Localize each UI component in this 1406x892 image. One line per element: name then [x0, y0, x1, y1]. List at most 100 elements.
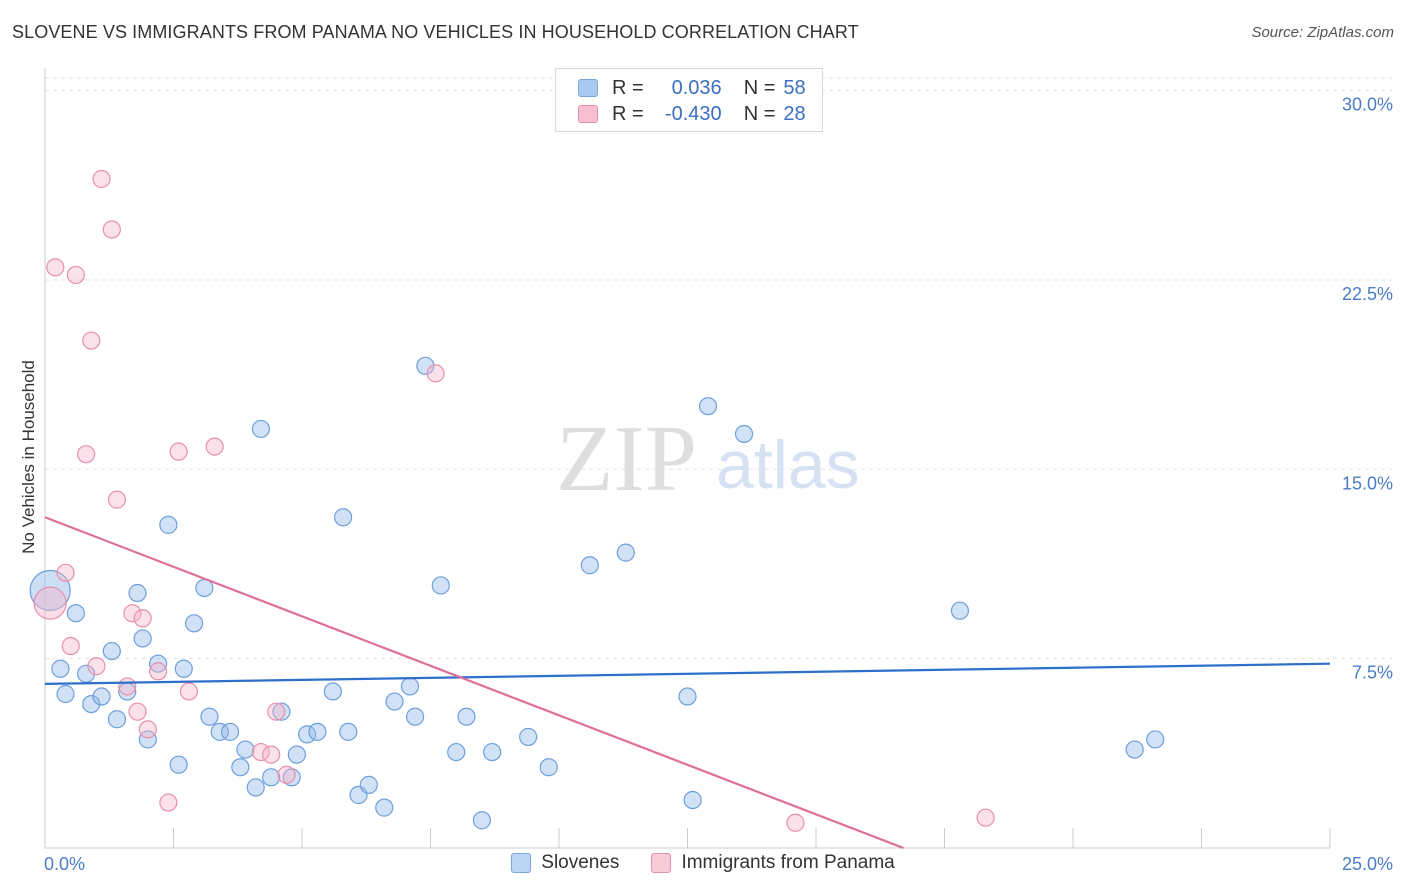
- data-point-panama: [82, 331, 101, 350]
- data-point-panama: [102, 220, 121, 239]
- data-point-panama: [66, 265, 85, 285]
- data-point-slovenes: [1146, 730, 1165, 749]
- legend-label-slovenes: Slovenes: [541, 852, 620, 873]
- x-tick-label: 25.0%: [1342, 854, 1393, 874]
- y-tick-label: 22.5%: [1342, 284, 1393, 304]
- data-point-slovenes: [416, 356, 435, 375]
- data-point-slovenes: [220, 722, 240, 741]
- data-point-panama: [123, 604, 142, 623]
- data-point-panama: [262, 745, 281, 764]
- grid-lines: [45, 77, 1392, 660]
- legend-n-value: 58: [783, 76, 806, 99]
- data-point-slovenes: [405, 707, 425, 726]
- data-point-slovenes: [950, 601, 970, 620]
- data-point-slovenes: [246, 778, 265, 797]
- data-point-slovenes: [174, 659, 193, 678]
- data-point-slovenes: [148, 654, 168, 673]
- data-point-panama: [159, 793, 178, 812]
- legend-r-label: R =: [612, 76, 644, 99]
- data-point-slovenes: [128, 583, 147, 603]
- legend-row-slovenes: R = 0.036 N = 58: [578, 76, 806, 100]
- trend-lines: [44, 516, 1331, 850]
- data-point-panama: [87, 657, 106, 676]
- data-point-slovenes: [431, 576, 450, 595]
- data-point-slovenes: [102, 641, 121, 661]
- data-point-panama: [77, 445, 96, 464]
- data-point-slovenes: [287, 745, 306, 764]
- data-point-slovenes: [616, 543, 635, 562]
- data-point-slovenes: [210, 722, 229, 741]
- data-point-slovenes: [519, 727, 538, 747]
- legend-swatch-panama: [651, 853, 672, 873]
- data-point-panama: [426, 364, 445, 383]
- watermark: ZIP atlas: [556, 407, 860, 511]
- data-point-slovenes: [200, 707, 219, 726]
- data-point-panama: [277, 765, 296, 784]
- legend-n-label: N =: [743, 76, 776, 99]
- series-legend: Slovenes Immigrants from Panama: [0, 852, 1406, 874]
- watermark-zip: ZIP: [556, 407, 697, 511]
- data-point-slovenes: [457, 707, 476, 726]
- data-point-slovenes: [107, 710, 127, 729]
- data-point-slovenes: [539, 758, 558, 777]
- data-point-panama: [118, 677, 137, 696]
- data-point-slovenes: [400, 677, 420, 696]
- data-point-panama: [128, 702, 147, 721]
- x-tick-labels: 0.0% 25.0%: [44, 854, 1393, 874]
- y-tick-label: 15.0%: [1342, 473, 1393, 493]
- y-tick-label: 30.0%: [1342, 95, 1393, 115]
- data-point-slovenes: [339, 722, 358, 741]
- x-tick-label: 0.0%: [44, 854, 85, 874]
- data-point-panama: [169, 442, 188, 461]
- data-point-panama: [92, 169, 111, 189]
- data-point-slovenes: [262, 768, 281, 787]
- data-point-slovenes: [334, 508, 353, 527]
- data-point-panama: [976, 808, 995, 827]
- data-point-slovenes: [580, 556, 599, 575]
- y-tick-label: 7.5%: [1352, 663, 1393, 683]
- legend-swatch-panama: [578, 105, 598, 123]
- data-point-slovenes: [231, 758, 250, 777]
- legend-row-panama: R = -0.430 N = 28: [578, 102, 806, 126]
- legend-item-slovenes[interactable]: Slovenes: [511, 852, 619, 874]
- data-point-slovenes: [92, 687, 111, 706]
- y-tick-labels: 7.5% 15.0% 22.5% 30.0%: [1342, 95, 1393, 683]
- data-points: [29, 169, 1165, 832]
- data-point-panama: [179, 682, 199, 701]
- chart-title: SLOVENE VS IMMIGRANTS FROM PANAMA NO VEH…: [12, 22, 859, 42]
- legend-n-value: 28: [783, 102, 806, 125]
- data-point-slovenes: [483, 742, 502, 762]
- data-point-panama: [205, 437, 224, 456]
- data-point-slovenes: [472, 811, 491, 830]
- watermark-atlas: atlas: [716, 427, 860, 503]
- data-point-slovenes: [375, 798, 394, 817]
- data-point-slovenes: [51, 659, 70, 678]
- legend-n-label: N =: [743, 102, 776, 125]
- data-point-slovenes: [169, 755, 188, 774]
- legend-r-value: 0.036: [671, 76, 722, 99]
- data-point-panama: [786, 813, 805, 832]
- data-point-slovenes: [359, 775, 378, 794]
- legend-swatch-slovenes: [578, 79, 598, 97]
- data-point-slovenes: [698, 397, 718, 416]
- data-point-slovenes: [159, 515, 178, 534]
- data-point-panama: [148, 662, 168, 681]
- data-point-slovenes: [272, 702, 291, 721]
- data-point-panama: [267, 702, 286, 721]
- data-point-panama: [56, 563, 75, 582]
- stats-legend: R = 0.036 N = 58 R = -0.430 N = 28: [555, 68, 823, 132]
- legend-label-panama: Immigrants from Panama: [681, 852, 895, 873]
- data-point-panama: [138, 720, 157, 739]
- data-point-panama: [133, 609, 152, 628]
- axes: [44, 68, 1331, 849]
- data-point-slovenes: [385, 692, 404, 711]
- data-point-slovenes: [683, 790, 702, 810]
- y-axis-label: No Vehicles in Household: [19, 360, 38, 554]
- data-point-slovenes: [236, 740, 255, 759]
- legend-r-label: R =: [612, 102, 644, 125]
- data-point-slovenes: [29, 569, 71, 612]
- legend-item-panama[interactable]: Immigrants from Panama: [651, 852, 895, 874]
- data-point-slovenes: [138, 730, 157, 749]
- data-point-slovenes: [308, 722, 327, 741]
